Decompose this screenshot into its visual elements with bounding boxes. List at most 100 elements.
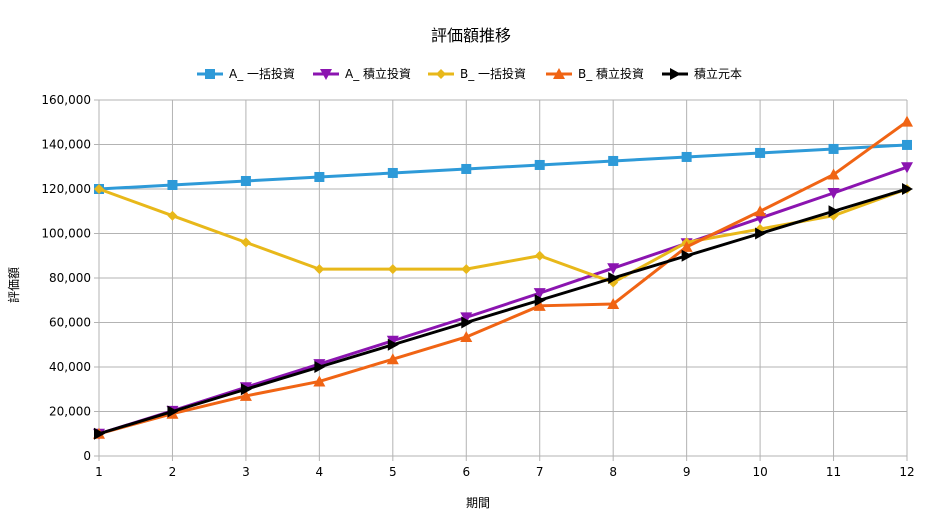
y-tick-label: 0 <box>83 449 91 463</box>
data-point <box>608 272 620 284</box>
data-point <box>313 375 326 387</box>
data-point <box>461 163 472 174</box>
data-point <box>901 115 913 127</box>
series-line <box>98 120 908 436</box>
x-tick-label: 1 <box>95 465 103 479</box>
data-point <box>827 168 840 180</box>
legend-item: A_ 一括投資 <box>197 66 295 81</box>
x-tick-label: 2 <box>169 465 177 479</box>
y-tick-label: 140,000 <box>41 138 91 152</box>
series-4 <box>93 115 913 439</box>
data-point <box>240 237 251 248</box>
legend-label: B_ 積立投資 <box>578 66 644 81</box>
data-point <box>755 147 766 158</box>
legend-marker <box>670 68 681 80</box>
data-point <box>902 183 913 195</box>
data-point <box>461 316 473 329</box>
x-tick-label: 8 <box>609 465 617 479</box>
data-point <box>386 335 399 347</box>
y-tick-label: 160,000 <box>41 93 91 107</box>
data-point <box>314 264 325 275</box>
data-point <box>827 188 840 200</box>
data-point <box>534 250 545 261</box>
y-tick-label: 100,000 <box>41 227 91 241</box>
data-point <box>755 227 767 240</box>
data-point <box>534 159 545 170</box>
data-point <box>94 184 104 194</box>
y-tick-label: 120,000 <box>41 182 91 196</box>
legend: A_ 一括投資 A_ 積立投資 B_ 一括投資 B_ 積立投資 積立元本 <box>197 66 742 81</box>
series-line <box>98 187 908 436</box>
data-point <box>314 171 325 182</box>
data-point <box>681 151 692 162</box>
data-point <box>607 298 620 310</box>
series-line <box>98 143 908 191</box>
y-axis-title: 評価額 <box>6 267 21 303</box>
data-point <box>387 264 398 275</box>
legend-label: 積立元本 <box>694 66 742 81</box>
legend-label: A_ 一括投資 <box>229 66 295 81</box>
x-tick-label: 10 <box>752 465 767 479</box>
x-tick-label: 12 <box>899 465 914 479</box>
x-tick-label: 7 <box>536 465 544 479</box>
series-line <box>98 187 908 284</box>
data-point <box>828 143 839 154</box>
x-tick-label: 9 <box>683 465 691 479</box>
series-3 <box>94 184 912 288</box>
data-point <box>167 210 178 221</box>
data-point <box>901 162 913 174</box>
legend-marker <box>320 69 332 80</box>
y-tick-label: 80,000 <box>49 271 91 285</box>
y-tick-label: 20,000 <box>49 405 91 419</box>
legend-marker <box>553 68 565 79</box>
data-point <box>902 139 912 150</box>
chart-title: 評価額推移 <box>431 26 511 45</box>
data-point <box>828 205 840 218</box>
data-point <box>607 263 620 275</box>
data-point <box>387 167 398 178</box>
data-point <box>94 427 105 440</box>
x-tick-label: 11 <box>826 465 841 479</box>
legend-label: B_ 一括投資 <box>460 66 526 81</box>
data-point <box>534 294 546 307</box>
data-point <box>460 330 473 342</box>
data-point <box>461 264 472 275</box>
data-point <box>754 205 767 217</box>
x-tick-label: 6 <box>462 465 470 479</box>
grid <box>98 99 908 457</box>
legend-label: A_ 積立投資 <box>345 66 411 81</box>
y-tick-label: 40,000 <box>49 360 91 374</box>
legend-marker <box>205 69 215 79</box>
data-point <box>680 240 693 252</box>
x-tick-label: 5 <box>389 465 397 479</box>
axes: 0 20,000 40,000 60,000 80,000 100,000 120,000 1… <box>41 93 914 479</box>
legend-marker <box>436 69 446 79</box>
x-tick-label: 4 <box>316 465 324 479</box>
data-point <box>240 383 252 396</box>
legend-item: B_ 積立投資 <box>546 66 644 81</box>
data-point <box>533 299 546 311</box>
data-point <box>167 179 178 190</box>
data-point <box>608 155 619 166</box>
data-point <box>167 405 179 418</box>
data-point <box>460 312 473 324</box>
data-point <box>533 288 546 300</box>
legend-item: 積立元本 <box>662 66 742 81</box>
data-point <box>239 389 252 401</box>
series-5 <box>94 183 913 440</box>
x-axis-title: 期間 <box>466 496 490 510</box>
data-point <box>314 361 326 373</box>
x-tick-label: 3 <box>242 465 250 479</box>
series-layer <box>93 115 913 440</box>
legend-item: A_ 積立投資 <box>313 66 411 81</box>
data-point <box>681 249 693 262</box>
data-point <box>240 175 251 186</box>
y-tick-label: 60,000 <box>49 316 91 330</box>
series-line <box>98 165 908 436</box>
data-point <box>386 353 399 365</box>
legend-item: B_ 一括投資 <box>428 66 526 81</box>
series-1 <box>94 139 912 194</box>
data-point <box>387 338 399 351</box>
